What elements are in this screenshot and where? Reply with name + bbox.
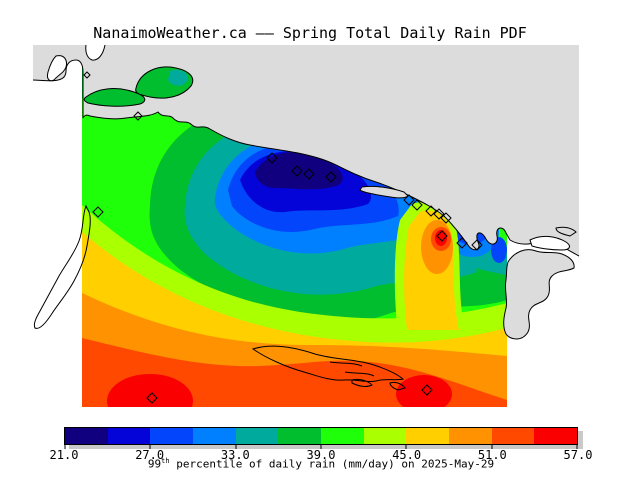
- caption-rest: percentile of daily rain (mm/day) on 202…: [169, 457, 495, 471]
- station-marker: [146, 392, 158, 404]
- colorbar-tick: [576, 445, 578, 449]
- coastline-bottom-islands: [251, 345, 406, 391]
- page-title: NanaimoWeather.ca —— Spring Total Daily …: [93, 24, 527, 42]
- station-marker: [92, 206, 104, 218]
- colorbar-caption: 99th percentile of daily rain (mm/day) o…: [148, 457, 494, 471]
- contour-red-spot: [435, 230, 447, 246]
- colorbar-segment: [321, 428, 364, 444]
- colorbar-tick-label: 51.0: [477, 448, 507, 462]
- station-marker: [425, 205, 437, 217]
- colorbar-segment: [278, 428, 322, 444]
- islet-southeast-2-outline: [555, 226, 577, 237]
- colorbar-tick: [149, 445, 151, 449]
- colorbar-segment: [107, 428, 151, 444]
- colorbar-segment: [491, 428, 535, 444]
- islet-southeast-1: [530, 236, 570, 250]
- station-marker: [456, 237, 468, 249]
- colorbar-segments: [65, 428, 578, 444]
- station-markers: [83, 71, 483, 404]
- colorbar-tick: [491, 445, 493, 449]
- inlet-notch-outline: [47, 55, 67, 82]
- spit-island: [360, 186, 408, 198]
- station-marker: [411, 199, 423, 211]
- colorbar-segment: [449, 428, 492, 444]
- caption-base: 99: [147, 457, 162, 471]
- contour-band-navy: [255, 152, 343, 190]
- contour-red-max-left: [107, 374, 193, 407]
- colorbar-tick: [64, 445, 66, 449]
- colorbar: [64, 427, 578, 449]
- colorbar-tick: [405, 445, 407, 449]
- colorbar-segment: [193, 428, 236, 444]
- station-marker: [421, 384, 433, 396]
- colorbar-tick: [235, 445, 237, 449]
- station-marker: [471, 239, 483, 251]
- colorbar-tick: [320, 445, 322, 449]
- colorbar-segment: [363, 428, 407, 444]
- colorbar-labels: 21.0 27.0 33.0 39.0 45.0 51.0 57.0: [50, 448, 593, 462]
- colorbar-tick-label: 33.0: [220, 448, 250, 462]
- coastline-west-sliver: [33, 204, 91, 329]
- colorbar-segment: [534, 428, 578, 444]
- colorbar-tick-label: 57.0: [563, 448, 593, 462]
- station-marker: [436, 230, 448, 242]
- station-marker: [433, 208, 445, 220]
- station-marker: [133, 111, 143, 121]
- station-marker: [83, 71, 91, 79]
- land-southeast-outline: [503, 249, 575, 340]
- station-marker: [325, 171, 337, 183]
- station-marker: [403, 194, 415, 206]
- channel-north-teal-tip: [168, 69, 188, 86]
- station-marker: [303, 168, 315, 180]
- colorbar-segment: [406, 428, 450, 444]
- colorbar-tick-label: 21.0: [49, 448, 79, 462]
- islet-southeast-1-outline: [529, 235, 570, 251]
- colorbar-segment: [150, 428, 194, 444]
- land-southeast: [503, 249, 575, 339]
- colorbar-tick-label: 27.0: [135, 448, 165, 462]
- channel-south: [84, 88, 145, 107]
- station-marker: [440, 212, 452, 224]
- station-marker: [266, 152, 278, 164]
- channel-north-outline: [135, 66, 194, 99]
- colorbar-segment: [65, 428, 108, 444]
- spit-island-outline: [359, 185, 409, 199]
- channel-south-outline: [83, 88, 146, 107]
- caption-superscript: th: [161, 457, 170, 465]
- coastline-main: [32, 44, 580, 257]
- colorbar-tick-label: 45.0: [392, 448, 422, 462]
- station-marker: [291, 165, 303, 177]
- colorbar-tick-label: 39.0: [306, 448, 336, 462]
- contour-red-max-right: [396, 375, 452, 407]
- colorbar-segment: [235, 428, 279, 444]
